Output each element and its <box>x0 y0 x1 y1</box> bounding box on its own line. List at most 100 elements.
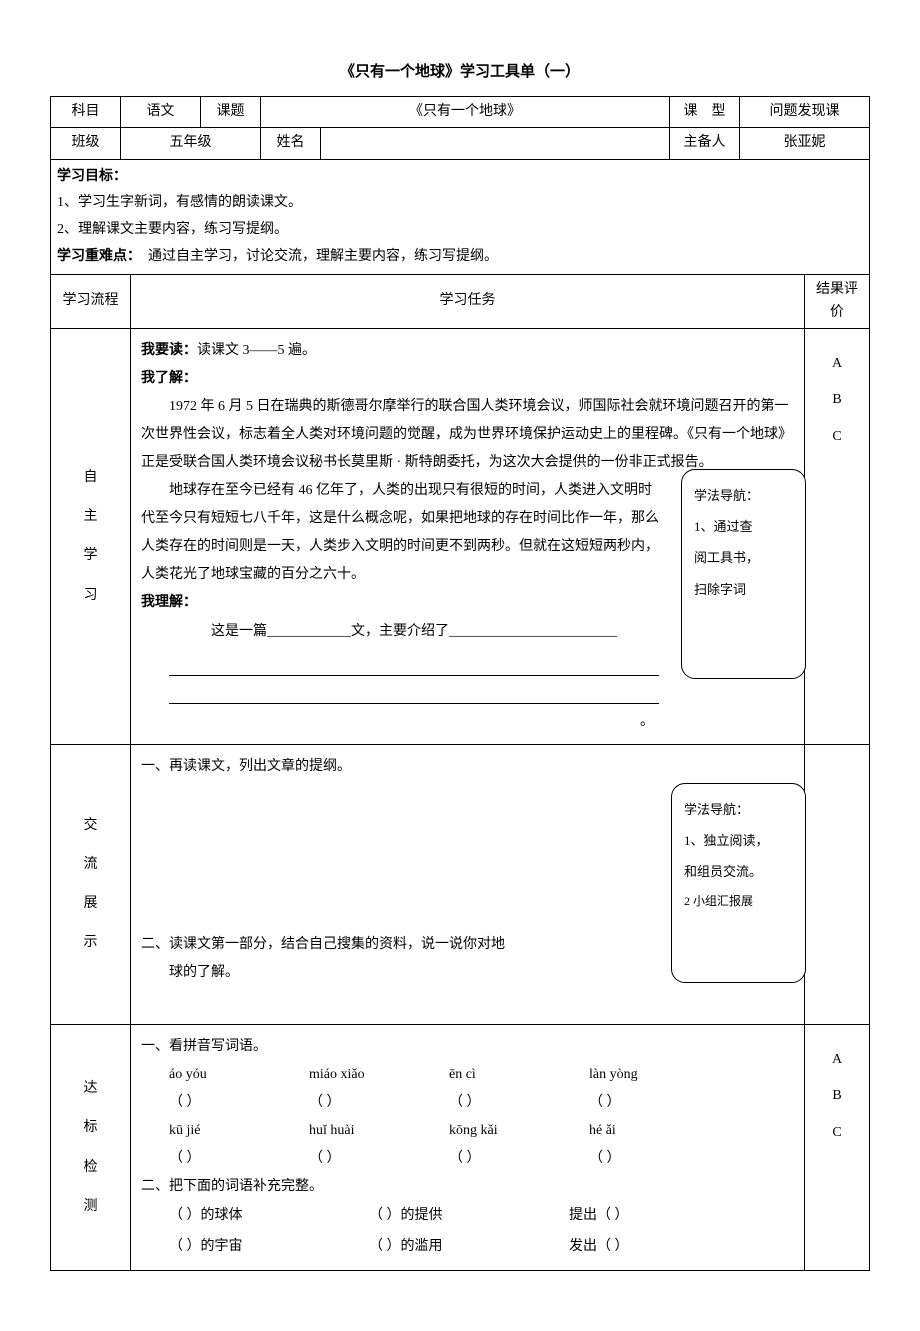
exchange-label: 交 流 展 示 <box>51 744 131 1024</box>
callout-guide-1: 学法导航： 1、通过查 阅工具书， 扫除字词 <box>681 469 806 679</box>
ex-char-3: 展 <box>51 884 130 923</box>
type-label: 课 型 <box>670 97 740 128</box>
check-result-a: A <box>805 1049 869 1071</box>
preparer-value: 张亚妮 <box>740 128 870 159</box>
topic-value: 《只有一个地球》 <box>261 97 670 128</box>
callout-2-line1: 1、独立阅读， <box>684 825 793 856</box>
read-label: 我要读： <box>141 343 197 358</box>
header-row-1: 科目 语文 课题 《只有一个地球》 课 型 问题发现课 <box>51 97 870 128</box>
check-row: 达 标 检 测 一、看拼音写词语。 áo yóu miáo xiǎo ēn cì… <box>51 1024 870 1271</box>
callout-1-line3: 扫除字词 <box>694 574 793 605</box>
subject-label: 科目 <box>51 97 121 128</box>
section-header-row: 学习流程 学习任务 结果评价 <box>51 275 870 328</box>
worksheet-table: 科目 语文 课题 《只有一个地球》 课 型 问题发现课 班级 五年级 姓名 主备… <box>50 96 870 275</box>
exchange-result <box>805 744 870 1024</box>
self-study-result: A B C <box>805 328 870 744</box>
pinyin-3: ēn cì <box>449 1061 589 1089</box>
objective-1: 1、学习生字新词，有感情的朗读课文。 <box>57 190 863 217</box>
fill-row-2: （ ）的宇宙 （ ）的滥用 发出（ ） <box>169 1232 794 1263</box>
bracket-4: （ ） <box>589 1089 729 1117</box>
char-3: 学 <box>51 536 130 575</box>
bracket-row-2: （ ） （ ） （ ） （ ） <box>169 1145 794 1173</box>
bracket-6: （ ） <box>309 1145 449 1173</box>
callout-1-line1: 1、通过查 <box>694 511 793 542</box>
ch-char-4: 测 <box>51 1187 130 1226</box>
objectives-cell: 学习目标： 1、学习生字新词，有感情的朗读课文。 2、理解课文主要内容，练习写提… <box>51 159 870 274</box>
class-value: 五年级 <box>121 128 261 159</box>
pinyin-row-2: kū jié huǐ huài kōng kǎi hé ǎi <box>169 1117 794 1145</box>
pinyin-2: miáo xiǎo <box>309 1061 449 1089</box>
name-value <box>321 128 670 159</box>
blank-line-1 <box>169 652 659 676</box>
read-text: 读课文 3——5 遍。 <box>197 343 316 358</box>
ch-char-2: 标 <box>51 1108 130 1147</box>
section2-title: 二、把下面的词语补充完整。 <box>141 1173 794 1201</box>
callout-2-line3: 2 小组汇报展 <box>684 887 793 916</box>
exchange-row: 交 流 展 示 一、再读课文，列出文章的提纲。 二、读课文第一部分，结合自己搜集… <box>51 744 870 1024</box>
callout-1-line2: 阅工具书， <box>694 542 793 573</box>
ex-char-1: 交 <box>51 806 130 845</box>
difficulty-label: 学习重难点： <box>57 249 134 264</box>
know-label: 我了解： <box>141 365 794 393</box>
result-header: 结果评价 <box>805 275 870 328</box>
result-b: B <box>805 389 869 411</box>
bracket-8: （ ） <box>589 1145 729 1173</box>
callout-2-line2: 和组员交流。 <box>684 856 793 887</box>
flow-table: 学习流程 学习任务 结果评价 自 主 学 习 我要读：读课文 3——5 遍。 我… <box>50 275 870 1271</box>
pinyin-7: kōng kǎi <box>449 1117 589 1145</box>
ex-char-4: 示 <box>51 923 130 962</box>
ch-char-1: 达 <box>51 1069 130 1108</box>
fill-2: （ ）的提供 <box>369 1201 569 1232</box>
check-content: 一、看拼音写词语。 áo yóu miáo xiǎo ēn cì làn yòn… <box>131 1024 805 1271</box>
page-title: 《只有一个地球》学习工具单（一） <box>50 60 870 84</box>
header-row-2: 班级 五年级 姓名 主备人 张亚妮 <box>51 128 870 159</box>
self-study-content: 我要读：读课文 3——5 遍。 我了解： 1972 年 6 月 5 日在瑞典的斯… <box>131 328 805 744</box>
pinyin-row-1: áo yóu miáo xiǎo ēn cì làn yòng <box>169 1061 794 1089</box>
preparer-label: 主备人 <box>670 128 740 159</box>
callout-2-title: 学法导航： <box>684 794 793 825</box>
topic-label: 课题 <box>201 97 261 128</box>
fill-3: 提出（ ） <box>569 1201 769 1232</box>
difficulty-text: 通过自主学习，讨论交流，理解主要内容，练习写提纲。 <box>134 249 498 264</box>
check-result-b: B <box>805 1085 869 1107</box>
check-result: A B C <box>805 1024 870 1271</box>
pinyin-8: hé ǎi <box>589 1117 729 1145</box>
class-label: 班级 <box>51 128 121 159</box>
name-label: 姓名 <box>261 128 321 159</box>
check-result-c: C <box>805 1122 869 1144</box>
fill-1: （ ）的球体 <box>169 1201 369 1232</box>
fill-5: （ ）的滥用 <box>369 1232 569 1263</box>
char-1: 自 <box>51 458 130 497</box>
exchange-item-1: 一、再读课文，列出文章的提纲。 <box>141 753 794 781</box>
difficulty-line: 学习重难点： 通过自主学习，讨论交流，理解主要内容，练习写提纲。 <box>57 244 863 271</box>
callout-guide-2: 学法导航： 1、独立阅读， 和组员交流。 2 小组汇报展 <box>671 783 806 983</box>
blank-line-2 <box>169 680 659 704</box>
pinyin-4: làn yòng <box>589 1061 729 1089</box>
ch-char-3: 检 <box>51 1148 130 1187</box>
pinyin-5: kū jié <box>169 1117 309 1145</box>
self-study-row: 自 主 学 习 我要读：读课文 3——5 遍。 我了解： 1972 年 6 月 … <box>51 328 870 744</box>
char-2: 主 <box>51 497 130 536</box>
self-study-label: 自 主 学 习 <box>51 328 131 744</box>
result-c: C <box>805 426 869 448</box>
bracket-3: （ ） <box>449 1089 589 1117</box>
para-1: 1972 年 6 月 5 日在瑞典的斯德哥尔摩举行的联合国人类环境会议，师国际社… <box>141 393 794 477</box>
subject-value: 语文 <box>121 97 201 128</box>
check-label: 达 标 检 测 <box>51 1024 131 1271</box>
bracket-1: （ ） <box>169 1089 309 1117</box>
task-header: 学习任务 <box>131 275 805 328</box>
result-a: A <box>805 353 869 375</box>
char-4: 习 <box>51 576 130 615</box>
exchange-content: 一、再读课文，列出文章的提纲。 二、读课文第一部分，结合自己搜集的资料，说一说你… <box>131 744 805 1024</box>
pinyin-section: 一、看拼音写词语。 áo yóu miáo xiǎo ēn cì làn yòn… <box>141 1033 794 1263</box>
flow-header: 学习流程 <box>51 275 131 328</box>
fill-4: （ ）的宇宙 <box>169 1232 369 1263</box>
callout-1-title: 学法导航： <box>694 480 793 511</box>
period-end: 。 <box>141 708 794 736</box>
objectives-row: 学习目标： 1、学习生字新词，有感情的朗读课文。 2、理解课文主要内容，练习写提… <box>51 159 870 274</box>
section1-title: 一、看拼音写词语。 <box>141 1033 794 1061</box>
pinyin-6: huǐ huài <box>309 1117 449 1145</box>
bracket-2: （ ） <box>309 1089 449 1117</box>
fill-row-1: （ ）的球体 （ ）的提供 提出（ ） <box>169 1201 794 1232</box>
bracket-5: （ ） <box>169 1145 309 1173</box>
